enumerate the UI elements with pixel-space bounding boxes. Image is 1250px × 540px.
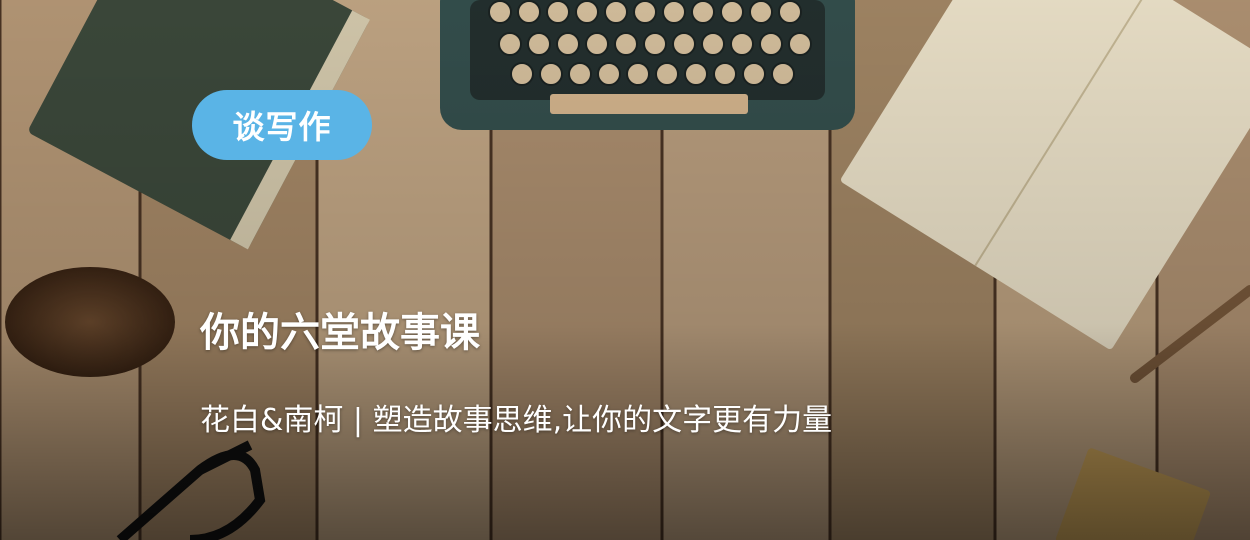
course-subtitle: 花白&南柯 | 塑造故事思维,让你的文字更有力量 bbox=[200, 403, 833, 438]
course-title: 你的六堂故事课 bbox=[200, 310, 480, 356]
badge: 谈写作 bbox=[192, 90, 372, 160]
